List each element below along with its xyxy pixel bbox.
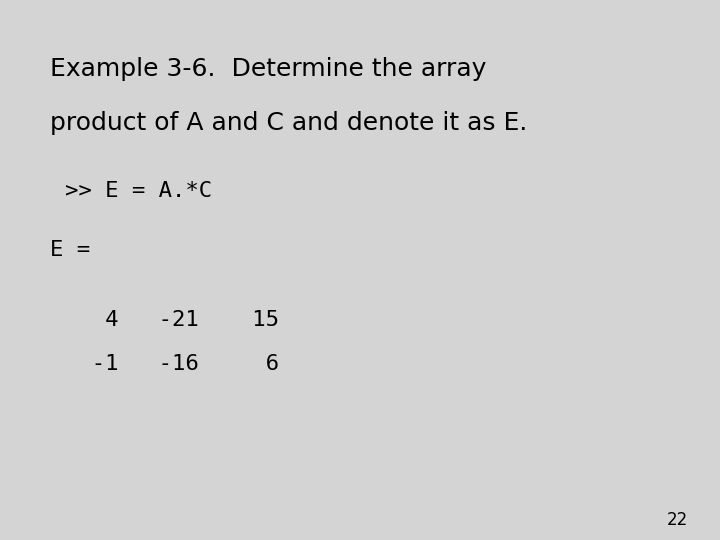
Text: Example 3-6.  Determine the array: Example 3-6. Determine the array [50,57,487,80]
Text: 4   -21    15: 4 -21 15 [65,310,279,330]
Text: -1   -16     6: -1 -16 6 [65,354,279,374]
Text: product of A and C and denote it as E.: product of A and C and denote it as E. [50,111,528,134]
Text: >> E = A.*C: >> E = A.*C [65,181,212,201]
Text: 22: 22 [666,511,688,529]
Text: E =: E = [50,240,91,260]
